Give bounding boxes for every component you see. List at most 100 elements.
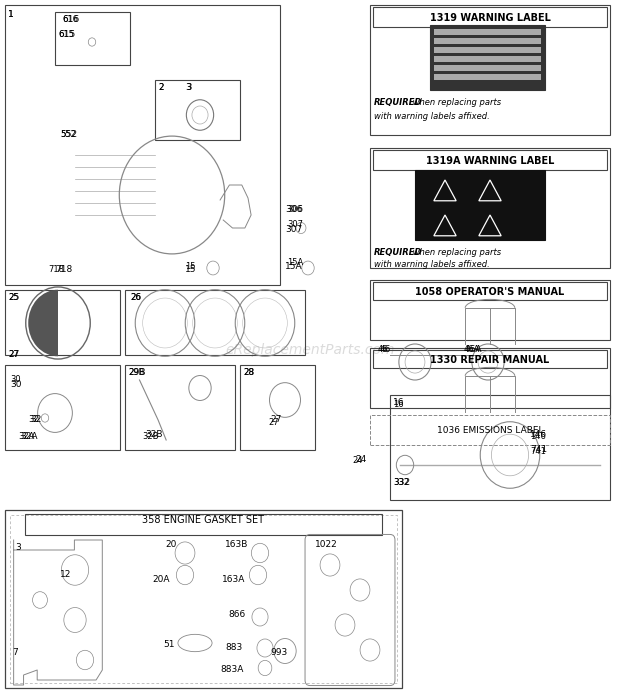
Text: 358 ENGINE GASKET SET: 358 ENGINE GASKET SET <box>142 515 264 525</box>
Text: 26: 26 <box>130 293 141 302</box>
Text: when replacing parts: when replacing parts <box>410 248 501 257</box>
Bar <box>10 515 397 683</box>
Text: 30: 30 <box>10 375 20 384</box>
Text: 718: 718 <box>55 265 73 274</box>
Text: 16: 16 <box>393 398 404 407</box>
Text: 16: 16 <box>393 400 404 409</box>
Text: 1: 1 <box>8 10 14 19</box>
Text: 1058 OPERATOR'S MANUAL: 1058 OPERATOR'S MANUAL <box>415 287 565 297</box>
Text: 616: 616 <box>62 15 78 24</box>
Wedge shape <box>29 290 58 356</box>
Text: 741: 741 <box>530 445 547 454</box>
Text: 332: 332 <box>393 478 410 487</box>
Text: 3: 3 <box>15 543 20 552</box>
Text: 146: 146 <box>530 432 546 441</box>
Text: 1319 WARNING LABEL: 1319 WARNING LABEL <box>430 13 551 23</box>
Text: 30: 30 <box>10 380 22 389</box>
Text: 146: 146 <box>530 430 547 439</box>
Text: 616: 616 <box>62 15 79 24</box>
Text: 163B: 163B <box>225 540 249 549</box>
Bar <box>373 350 607 368</box>
Bar <box>5 365 120 450</box>
Text: 741: 741 <box>530 447 546 456</box>
Bar <box>240 365 315 450</box>
Text: 28: 28 <box>243 368 254 377</box>
Text: 866: 866 <box>228 610 246 619</box>
Text: 15: 15 <box>185 265 197 274</box>
Text: 32B: 32B <box>145 430 162 439</box>
Text: 552: 552 <box>60 130 76 139</box>
Bar <box>434 29 541 35</box>
Text: 46: 46 <box>378 345 389 354</box>
Bar <box>373 282 607 300</box>
Bar <box>125 365 235 450</box>
Text: 306: 306 <box>287 205 303 214</box>
Text: 552: 552 <box>60 130 77 139</box>
Text: 163A: 163A <box>222 575 246 584</box>
Text: 32A: 32A <box>20 432 37 441</box>
Text: 307: 307 <box>285 225 303 234</box>
Bar <box>5 5 280 285</box>
Bar <box>373 7 607 27</box>
Text: 32A: 32A <box>18 432 34 441</box>
Bar <box>55 12 130 65</box>
Text: 25: 25 <box>8 293 19 302</box>
Text: 25: 25 <box>8 293 19 302</box>
Text: 29B: 29B <box>128 368 144 377</box>
Text: 46: 46 <box>380 345 391 354</box>
Text: 27: 27 <box>8 350 19 359</box>
Text: 24: 24 <box>352 456 363 465</box>
Text: 1036 EMISSIONS LABEL: 1036 EMISSIONS LABEL <box>436 426 543 435</box>
Text: REQUIRED: REQUIRED <box>374 248 422 257</box>
Text: 1022: 1022 <box>315 540 338 549</box>
Text: 46A: 46A <box>465 345 482 354</box>
Bar <box>430 25 545 90</box>
Text: 7: 7 <box>12 648 18 657</box>
Text: 993: 993 <box>270 648 287 657</box>
Text: 15A: 15A <box>287 258 303 267</box>
Text: 2: 2 <box>158 83 163 92</box>
Text: 51: 51 <box>163 640 174 649</box>
Bar <box>370 148 610 268</box>
Text: 46A: 46A <box>464 345 480 354</box>
Text: 15A: 15A <box>285 262 303 271</box>
Text: 1: 1 <box>8 10 14 19</box>
Text: 27: 27 <box>270 415 281 424</box>
Text: 20A: 20A <box>152 575 169 584</box>
Text: with warning labels affixed.: with warning labels affixed. <box>374 112 490 121</box>
Text: 20: 20 <box>165 540 176 549</box>
Text: with warning labels affixed.: with warning labels affixed. <box>374 260 490 269</box>
Text: 883A: 883A <box>220 665 244 674</box>
Text: 615: 615 <box>58 30 74 39</box>
Bar <box>155 80 240 140</box>
Bar <box>415 170 545 240</box>
Bar <box>370 5 610 135</box>
Bar <box>434 47 541 53</box>
Text: 27: 27 <box>8 350 19 359</box>
Text: 332: 332 <box>393 478 409 487</box>
Text: 32B: 32B <box>142 432 159 441</box>
Text: 29B: 29B <box>128 368 146 377</box>
Bar <box>434 65 541 71</box>
Bar <box>434 38 541 44</box>
Bar <box>5 510 402 688</box>
Bar <box>390 395 610 500</box>
Text: 1319A WARNING LABEL: 1319A WARNING LABEL <box>426 156 554 166</box>
Bar <box>25 514 382 535</box>
Bar <box>370 348 610 408</box>
Bar <box>370 415 610 445</box>
Text: 28: 28 <box>243 368 254 377</box>
Bar <box>125 290 305 355</box>
Text: 615: 615 <box>58 30 75 39</box>
Bar <box>5 290 120 355</box>
Text: 306: 306 <box>285 205 303 214</box>
Bar <box>370 280 610 340</box>
Text: 24: 24 <box>355 455 366 464</box>
Text: 307: 307 <box>287 220 303 229</box>
Bar <box>434 56 541 62</box>
Text: 32: 32 <box>28 415 38 424</box>
Text: 2: 2 <box>158 83 164 92</box>
Text: eReplacementParts.com: eReplacementParts.com <box>225 343 395 357</box>
Bar <box>373 150 607 170</box>
Text: 26: 26 <box>130 293 141 302</box>
